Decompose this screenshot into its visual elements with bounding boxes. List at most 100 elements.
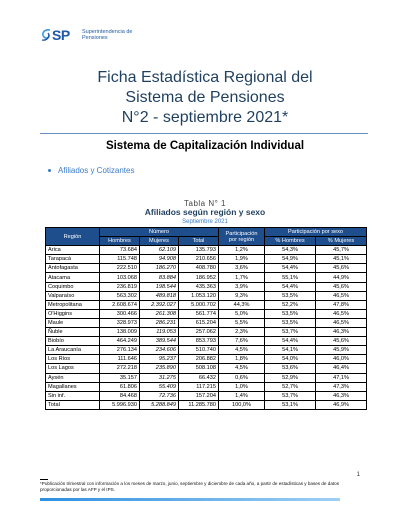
cell-region: Arica	[45, 245, 100, 256]
title-line3: N°2 - septiembre 2021*	[121, 109, 289, 126]
cell-participacion-region: 1,8%	[218, 354, 266, 365]
cell-mujeres: 261.308	[139, 308, 179, 319]
cell-total: 210.656	[177, 254, 220, 265]
cell-participacion-region: 2,3%	[218, 327, 266, 338]
cell-mujeres: 234.606	[139, 345, 179, 356]
cell-hombres: 115.748	[99, 254, 140, 265]
table-row: Biobío 464.249 389.544 853.793 7,6% 54,4% 45,6…	[45, 336, 368, 347]
cell-mujeres: 489.818	[139, 290, 179, 301]
cell-total: 435.363	[177, 281, 220, 292]
cell-mujeres: 94.908	[139, 254, 179, 265]
cell-pct-mujeres: 45,7%	[315, 245, 368, 256]
cell-pct-hombres: 54,4%	[264, 281, 317, 292]
header-total: Total	[177, 236, 220, 247]
cell-pct-hombres: 54,9%	[264, 254, 317, 265]
cell-pct-mujeres: 44,9%	[315, 272, 368, 283]
cell-mujeres: 186.270	[139, 263, 179, 274]
cell-hombres: 236.819	[99, 281, 140, 292]
cell-pct-hombres: 53,7%	[264, 390, 317, 401]
cell-region: Los Ríos	[45, 354, 100, 365]
cell-region: Ñuble	[45, 327, 100, 338]
cell-participacion-region: 1,2%	[218, 245, 266, 256]
header-participacion-region: Participación por región	[218, 226, 266, 247]
cell-participacion-region: 1,7%	[218, 272, 266, 283]
cell-mujeres: 119.053	[139, 327, 179, 338]
table-row: Total 5.996.930 5.288.849 11.285.780 100,0% 5…	[45, 399, 368, 410]
cell-mujeres: 83.884	[139, 272, 179, 283]
cell-pct-hombres: 54,0%	[264, 354, 317, 365]
cell-pct-mujeres: 45,6%	[315, 263, 368, 274]
cell-total: 135.793	[177, 245, 220, 256]
table-row: O'Higgins 300.466 261.308 561.774 5,0% 53,5% 4…	[45, 308, 368, 319]
cell-region: Total	[45, 399, 100, 410]
cell-total: 257.062	[177, 327, 220, 338]
logo-text: Superintendencia de Pensiones	[82, 29, 132, 41]
cell-mujeres: 2.392.027	[139, 299, 179, 310]
cell-total: 408.780	[177, 263, 220, 274]
table-row: Metropolitana 2.608.674 2.392.027 5.000.702…	[45, 299, 368, 310]
cell-participacion-region: 1,4%	[218, 390, 266, 401]
cell-pct-hombres: 53,1%	[264, 399, 317, 410]
logo-initials: SP	[52, 27, 70, 43]
cell-pct-mujeres: 46,5%	[315, 317, 368, 329]
swirl-icon	[41, 29, 51, 41]
cell-mujeres: 235.890	[139, 363, 179, 374]
affiliates-table: Región Número Participación por región P…	[45, 226, 368, 410]
cell-pct-mujeres: 45,6%	[315, 336, 368, 347]
cell-pct-mujeres: 46,0%	[315, 354, 368, 365]
header-pct-mujeres: % Mujeres	[315, 236, 368, 247]
cell-region: Antofagasta	[45, 263, 100, 274]
cell-participacion-region: 5,5%	[218, 317, 266, 329]
cell-hombres: 103.068	[99, 272, 140, 283]
cell-mujeres: 72.736	[139, 390, 179, 401]
cell-total: 206.882	[177, 354, 220, 365]
cell-total: 615.204	[177, 317, 220, 329]
cell-mujeres: 95.237	[139, 354, 179, 365]
cell-mujeres: 389.544	[139, 336, 179, 347]
cell-participacion-region: 44,3%	[218, 299, 266, 310]
cell-mujeres: 31.275	[139, 372, 179, 383]
page-number: 1	[356, 472, 360, 478]
cell-pct-mujeres: 46,9%	[315, 399, 368, 410]
cell-region: Los Lagos	[45, 363, 100, 374]
cell-hombres: 2.608.674	[99, 299, 140, 310]
cell-participacion-region: 100,0%	[218, 399, 266, 410]
bottom-accent-bar	[40, 498, 340, 501]
table-row: Coquimbo 236.819 198.544 435.363 3,9% 54,4% 45…	[45, 281, 368, 292]
cell-participacion-region: 0,6%	[218, 372, 266, 383]
header-participacion-sexo: Participación por sexo	[264, 226, 368, 238]
logo-mark: SP	[40, 26, 80, 44]
cell-region: O'Higgins	[45, 308, 100, 319]
table-body: Arica 73.684 62.109 135.793 1,2% 54,3% 45,7% Ta…	[45, 245, 368, 410]
cell-pct-mujeres: 46,3%	[315, 327, 368, 338]
table-period: Septiembre 2021	[182, 219, 228, 225]
cell-participacion-region: 9,3%	[218, 290, 266, 301]
bullet-label: Afiliados y Cotizantes	[58, 166, 135, 175]
table-row: Magallanes 61.806 55.409 117.215 1,0% 52,7% 47…	[45, 381, 368, 392]
cell-pct-mujeres: 45,9%	[315, 345, 368, 356]
header-mujeres: Mujeres	[139, 236, 179, 247]
cell-mujeres: 286.231	[139, 317, 179, 329]
cell-mujeres: 5.288.849	[139, 399, 179, 410]
cell-pct-mujeres: 46,3%	[315, 390, 368, 401]
cell-pct-mujeres: 47,3%	[315, 381, 368, 392]
cell-total: 66.432	[177, 372, 220, 383]
table-row: Ñuble 138.009 119.053 257.062 2,3% 53,7% 46,3%	[45, 327, 368, 338]
cell-participacion-region: 3,6%	[218, 263, 266, 274]
footnote-divider	[40, 479, 48, 480]
cell-pct-mujeres: 47,8%	[315, 299, 368, 310]
cell-participacion-region: 4,5%	[218, 363, 266, 374]
cell-participacion-region: 3,9%	[218, 281, 266, 292]
cell-total: 510.740	[177, 345, 220, 356]
cell-hombres: 73.684	[99, 245, 140, 256]
cell-pct-hombres: 53,6%	[264, 363, 317, 374]
table-row: Atacama 103.068 83.884 186.952 1,7% 55,1% 44,9…	[45, 272, 368, 283]
cell-pct-mujeres: 46,5%	[315, 290, 368, 301]
title-line2: Sistema de Pensiones	[125, 89, 285, 106]
cell-region: Coquimbo	[45, 281, 100, 292]
cell-hombres: 464.249	[99, 336, 140, 347]
table-row: Aysén 35.157 31.275 66.432 0,6% 52,9% 47,1%	[45, 372, 368, 383]
cell-hombres: 328.973	[99, 317, 140, 329]
cell-participacion-region: 1,0%	[218, 381, 266, 392]
title-line1: Ficha Estadística Regional del	[97, 69, 313, 86]
